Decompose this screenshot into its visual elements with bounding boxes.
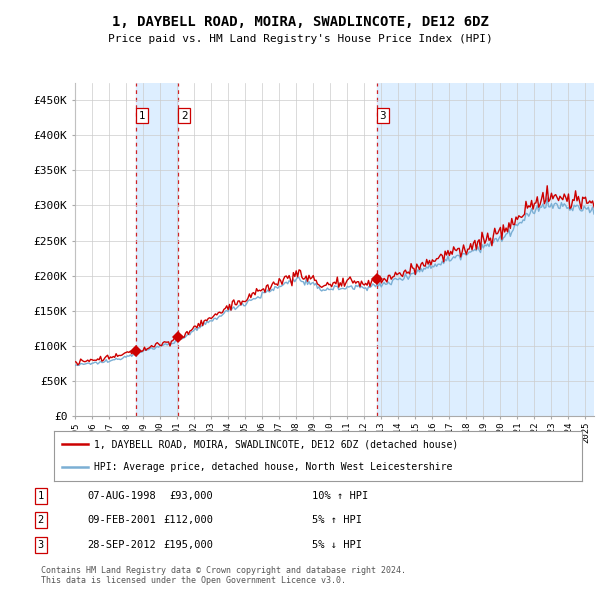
Text: 2: 2: [181, 111, 188, 121]
Text: 1, DAYBELL ROAD, MOIRA, SWADLINCOTE, DE12 6DZ (detached house): 1, DAYBELL ROAD, MOIRA, SWADLINCOTE, DE1…: [94, 439, 458, 449]
Text: 3: 3: [380, 111, 386, 121]
Text: 1, DAYBELL ROAD, MOIRA, SWADLINCOTE, DE12 6DZ: 1, DAYBELL ROAD, MOIRA, SWADLINCOTE, DE1…: [112, 15, 488, 29]
Text: £93,000: £93,000: [169, 491, 213, 500]
Text: 3: 3: [38, 540, 44, 550]
Text: 5% ↑ HPI: 5% ↑ HPI: [312, 516, 362, 525]
Text: 1: 1: [139, 111, 145, 121]
Text: 2: 2: [38, 516, 44, 525]
Bar: [136, 83, 178, 416]
Text: 28-SEP-2012: 28-SEP-2012: [87, 540, 156, 550]
Bar: [377, 83, 594, 416]
Text: £195,000: £195,000: [163, 540, 213, 550]
Text: 1: 1: [38, 491, 44, 500]
Text: Price paid vs. HM Land Registry's House Price Index (HPI): Price paid vs. HM Land Registry's House …: [107, 34, 493, 44]
Text: 5% ↓ HPI: 5% ↓ HPI: [312, 540, 362, 550]
Text: Contains HM Land Registry data © Crown copyright and database right 2024.
This d: Contains HM Land Registry data © Crown c…: [41, 566, 406, 585]
Text: HPI: Average price, detached house, North West Leicestershire: HPI: Average price, detached house, Nort…: [94, 463, 452, 473]
Text: 09-FEB-2001: 09-FEB-2001: [87, 516, 156, 525]
Text: 10% ↑ HPI: 10% ↑ HPI: [312, 491, 368, 500]
Text: £112,000: £112,000: [163, 516, 213, 525]
Text: 07-AUG-1998: 07-AUG-1998: [87, 491, 156, 500]
